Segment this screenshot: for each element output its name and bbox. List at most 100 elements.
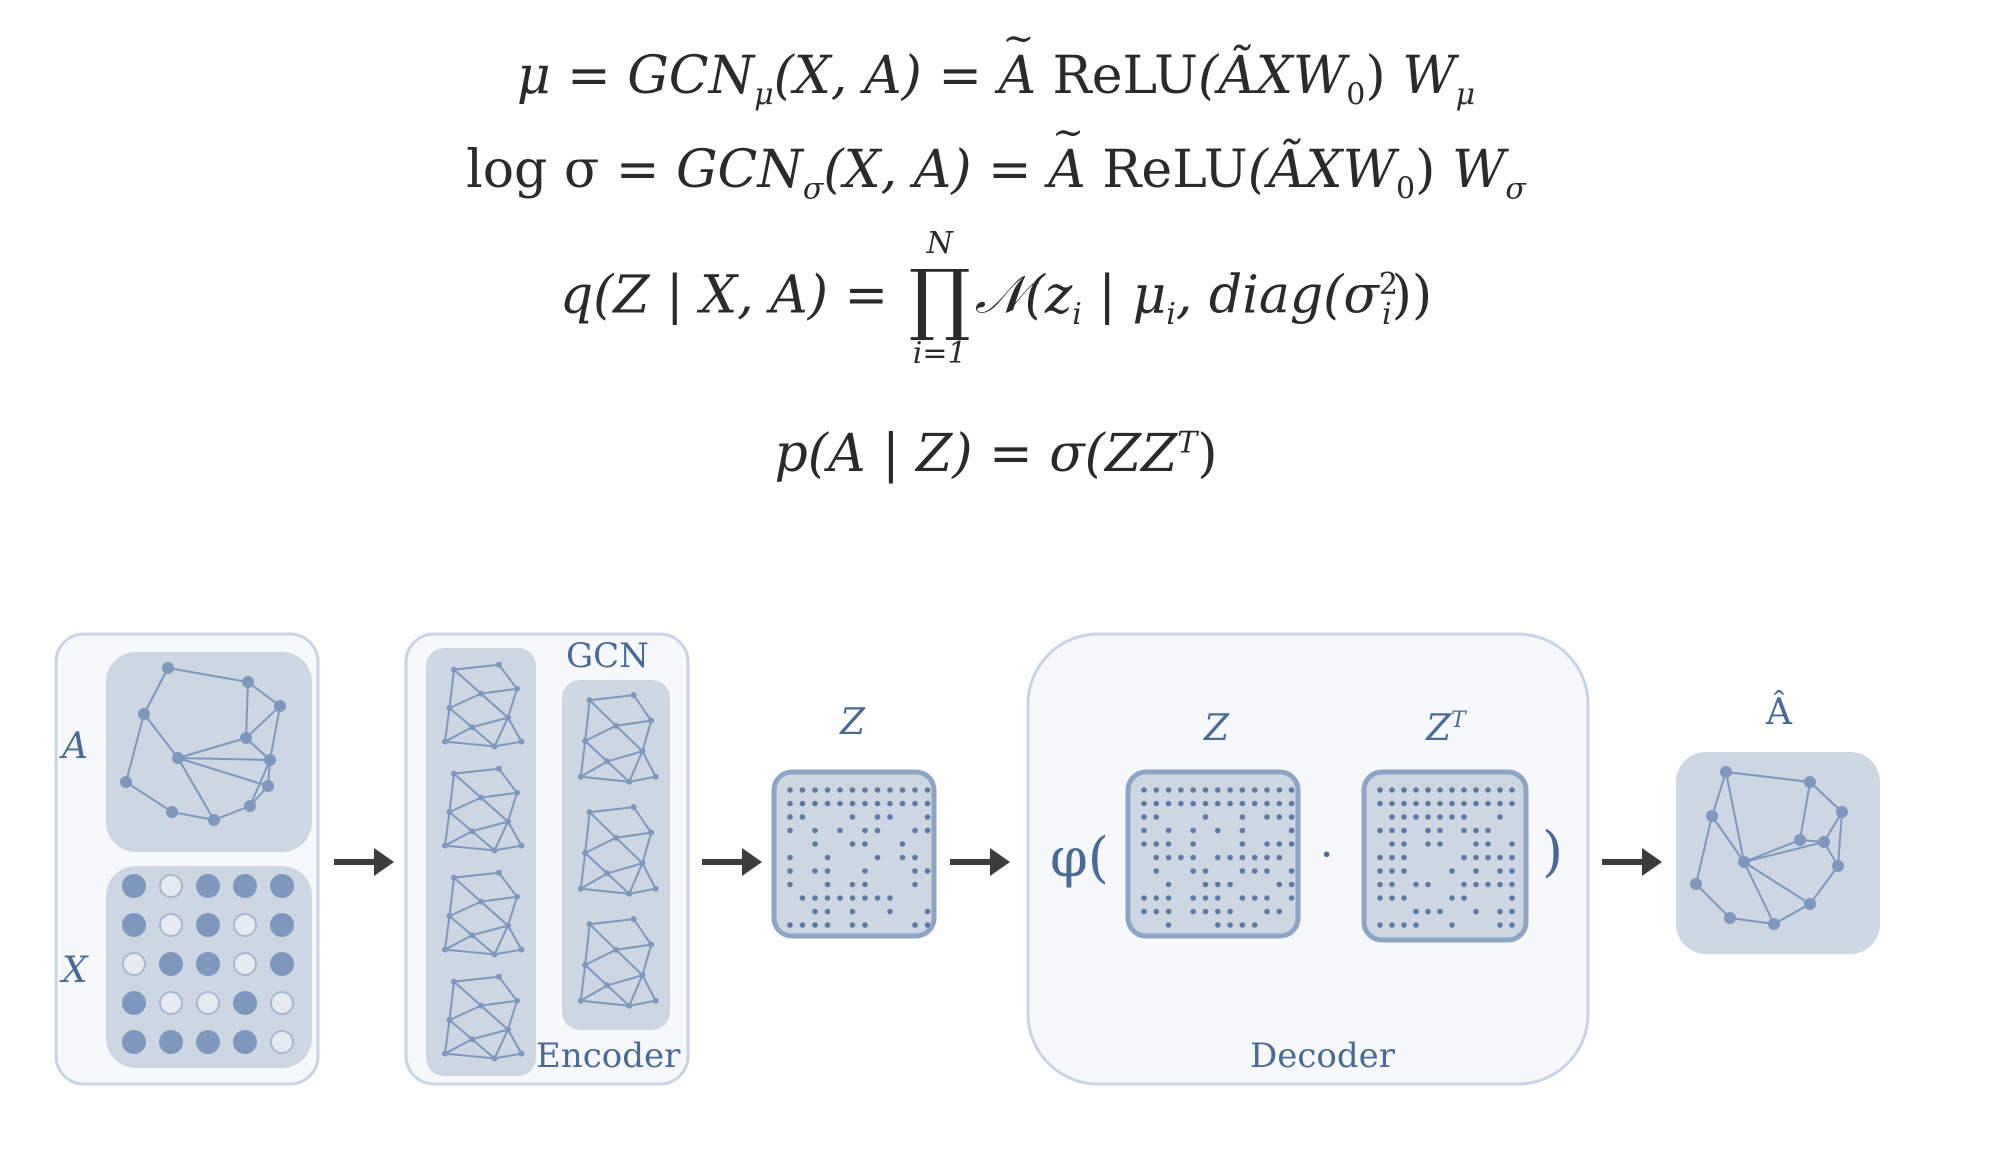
label-z: Z — [840, 702, 866, 743]
matrix-dot — [887, 800, 893, 807]
matrix-dot — [1165, 827, 1172, 834]
label-x: X — [62, 950, 88, 991]
matrix-dot — [1509, 854, 1515, 861]
graph-edge — [494, 948, 522, 956]
graph-node — [648, 829, 655, 836]
matrix-dot — [1165, 800, 1172, 807]
graph-edge — [1725, 771, 1745, 863]
matrix-dot — [1425, 908, 1431, 915]
graph-edge — [629, 887, 656, 895]
graph-node — [514, 893, 520, 900]
matrix-dot — [899, 841, 906, 847]
matrix-dot — [1227, 922, 1233, 928]
matrix-dot — [899, 854, 906, 861]
matrix-dot — [1264, 854, 1270, 861]
matrix-dot — [1190, 895, 1196, 901]
matrix-dot — [1473, 841, 1479, 847]
matrix-dot — [912, 854, 918, 861]
graph-node — [1836, 806, 1848, 818]
matrix-dot — [1227, 908, 1233, 915]
matrix-dot — [1153, 908, 1160, 915]
matrix-dot — [812, 895, 818, 901]
matrix-dot — [1485, 787, 1491, 793]
feature-cell-filled — [233, 874, 257, 898]
matrix-dot — [899, 787, 906, 793]
matrix-dot — [874, 827, 881, 834]
graph-edge — [448, 877, 455, 917]
graph-edge — [125, 781, 173, 813]
graph-edge — [177, 757, 269, 787]
matrix-dot — [812, 787, 818, 793]
graph-edge — [448, 707, 473, 728]
graph-node — [514, 789, 520, 796]
matrix-dot — [1377, 868, 1383, 874]
matrix-dot — [1264, 868, 1270, 874]
graph-edge — [449, 900, 482, 917]
matrix-dot — [1153, 800, 1160, 807]
matrix-dot — [1401, 814, 1407, 820]
feature-cell-filled — [122, 913, 146, 937]
matrix-dot — [787, 787, 793, 793]
matrix-dot — [1227, 787, 1233, 793]
graph-edge — [471, 924, 509, 937]
graph-edge — [493, 1029, 509, 1059]
graph-edge — [580, 760, 608, 778]
graph-node — [491, 743, 498, 750]
matrix-dot — [1389, 814, 1395, 820]
graph-node — [518, 1050, 525, 1057]
matrix-dot — [1251, 787, 1258, 793]
matrix-dot — [1288, 827, 1295, 834]
graph-edge — [493, 925, 509, 955]
decoder-z-dots — [1141, 787, 1295, 928]
label-encoder: Encoder — [536, 1036, 681, 1076]
graph-edge — [453, 663, 500, 671]
feature-cell-filled — [270, 913, 294, 937]
matrix-dot — [1497, 908, 1503, 915]
matrix-dot — [1449, 787, 1455, 793]
matrix-dot — [1288, 800, 1295, 807]
matrix-dot — [1202, 814, 1209, 820]
matrix-dot — [799, 800, 806, 807]
graph-edge — [615, 831, 652, 839]
graph-node — [491, 951, 498, 958]
matrix-dot — [849, 922, 856, 928]
matrix-dot — [1497, 787, 1503, 793]
matrix-dot — [1215, 827, 1221, 834]
feature-cell-filled — [196, 913, 220, 937]
input-graph — [120, 662, 286, 826]
graph-node — [626, 1002, 633, 1009]
graph-edge — [628, 750, 644, 783]
graph-edge — [1799, 781, 1811, 841]
matrix-dot — [824, 881, 831, 888]
graph-edge — [1725, 771, 1811, 783]
graph-node — [446, 705, 453, 711]
matrix-dot — [1425, 841, 1431, 847]
graph-edge — [507, 792, 518, 822]
feature-cell-filled — [233, 1030, 257, 1054]
graph-node — [1738, 856, 1750, 868]
graph-node — [264, 754, 276, 766]
graph-edge — [269, 705, 281, 761]
graph-edge — [615, 943, 652, 951]
matrix-dot — [1141, 814, 1147, 820]
graph-node — [274, 700, 286, 712]
graph-edge — [584, 852, 608, 875]
matrix-dot — [1485, 854, 1491, 861]
graph-node — [648, 941, 655, 948]
matrix-dot — [1509, 881, 1515, 888]
matrix-dot — [1425, 827, 1431, 834]
matrix-dot — [1215, 908, 1221, 915]
graph-edge — [629, 999, 656, 1007]
encoder-layer-1 — [426, 648, 536, 1076]
matrix-dot — [1437, 814, 1443, 820]
graph-edge — [584, 740, 608, 763]
graph-node — [505, 818, 511, 825]
matrix-dot — [1153, 895, 1160, 901]
matrix-dot — [1239, 787, 1246, 793]
matrix-dot — [862, 827, 868, 834]
feature-cell-filled — [122, 1030, 146, 1054]
graph-node — [240, 732, 252, 744]
graph-edge — [615, 724, 644, 752]
matrix-dot — [1141, 827, 1147, 834]
graph-edge — [628, 862, 644, 895]
